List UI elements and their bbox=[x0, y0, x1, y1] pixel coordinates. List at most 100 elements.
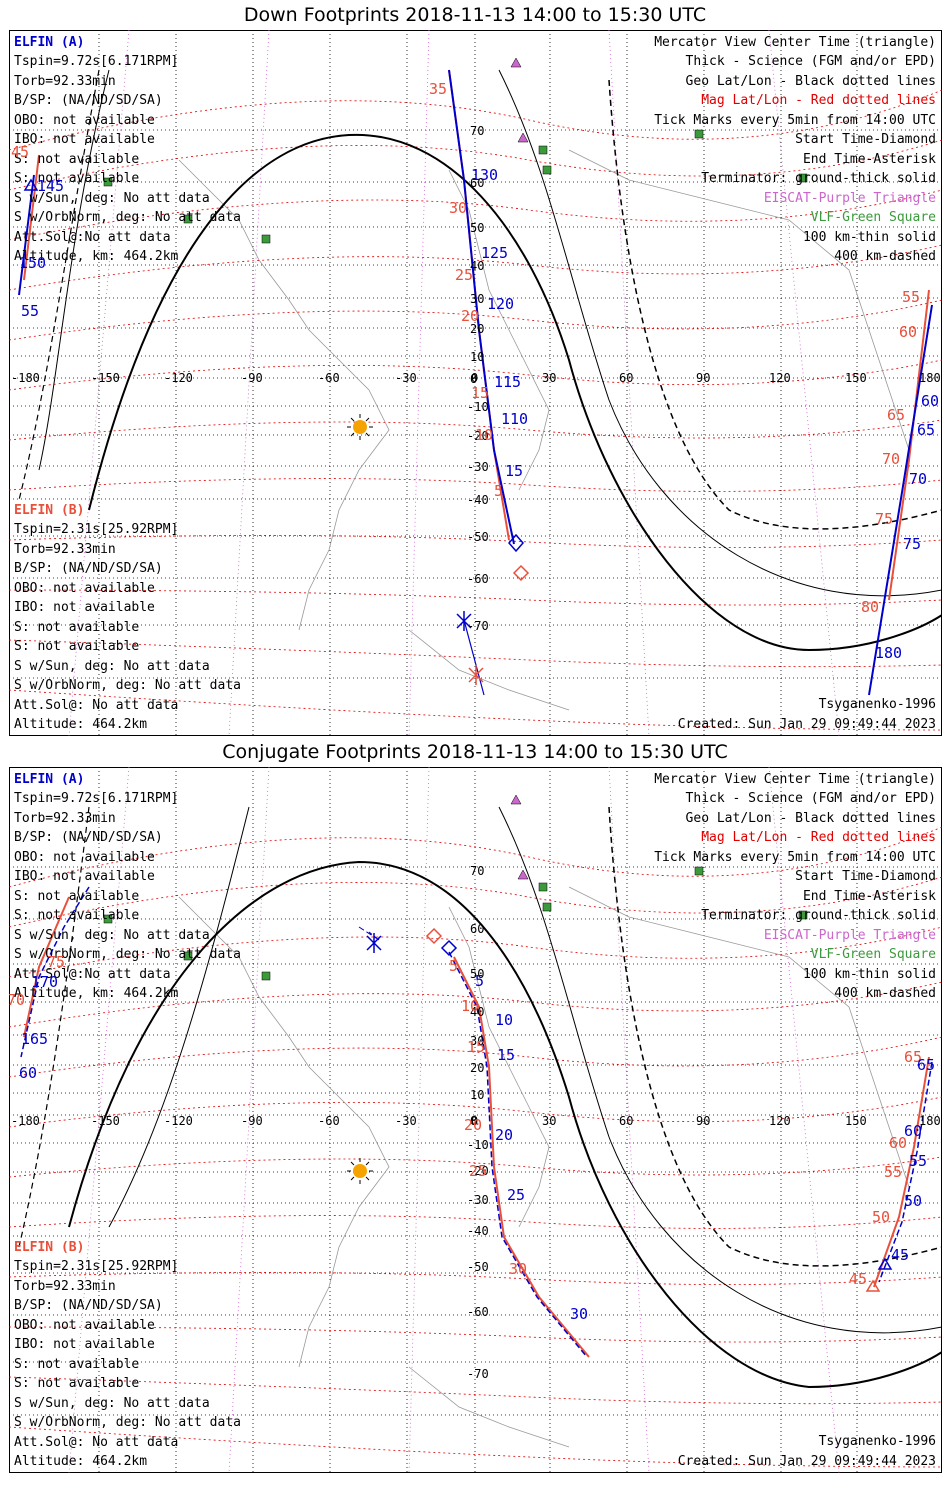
lon-label: -30 bbox=[395, 371, 417, 385]
legend-item: Terminator: ground-thick solid bbox=[701, 171, 936, 186]
mag-label: 80 bbox=[861, 598, 879, 616]
tick-label: 125 bbox=[481, 244, 508, 262]
legend-item: Geo Lat/Lon - Black dotted lines bbox=[686, 811, 936, 826]
mag-label: 35 bbox=[429, 80, 447, 98]
lat-label: 50 bbox=[470, 221, 484, 235]
lon-label: 150 bbox=[845, 371, 867, 385]
elfin-a-name: ELFIN (A) bbox=[14, 35, 84, 50]
start-end-markers bbox=[23, 178, 530, 685]
lat-label: 70 bbox=[470, 864, 484, 878]
lat-label: 70 bbox=[470, 124, 484, 138]
info-line: OBO: not available bbox=[14, 113, 155, 128]
elfin-b-name: ELFIN (B) bbox=[14, 1240, 84, 1255]
lat-label: 60 bbox=[470, 922, 484, 936]
elfin-a-track bbox=[20, 886, 933, 1358]
legend-item: 400 km-dashed bbox=[834, 986, 936, 1001]
tick-label: 145 bbox=[37, 177, 64, 195]
sun-icon bbox=[347, 414, 373, 440]
legend-item: Tick Marks every 5min from 14:00 UTC bbox=[654, 850, 936, 865]
info-line: OBO: not available bbox=[14, 850, 155, 865]
tick-label: 60 bbox=[19, 1064, 37, 1082]
legend-item: 100 km-thin solid bbox=[803, 230, 936, 245]
map-conjugate-footprints[interactable]: ELFIN (A) Tspin=9.72s[6.171RPM] Torb=92.… bbox=[9, 767, 942, 1473]
mag-label: 30 bbox=[509, 1260, 527, 1278]
mag-label: 25 bbox=[469, 1162, 487, 1180]
legend-item: VLF-Green Square bbox=[811, 947, 936, 962]
tick-label: 110 bbox=[501, 410, 528, 428]
lon-label: 180 bbox=[919, 1114, 941, 1128]
lon-label: 180 bbox=[919, 371, 941, 385]
vlf-stations bbox=[103, 866, 808, 981]
lon-label: -180 bbox=[11, 371, 40, 385]
info-line: OBO: not available bbox=[14, 1318, 155, 1333]
eiscat-stations bbox=[510, 794, 529, 880]
info-line: Tspin=2.31s[25.92RPM] bbox=[14, 522, 178, 537]
info-line: S w/Sun, deg: No att data bbox=[14, 191, 210, 206]
eiscat-stations bbox=[510, 57, 529, 143]
tick-label: 65 bbox=[917, 1056, 935, 1074]
legend-item: 100 km-thin solid bbox=[803, 967, 936, 982]
info-line: S w/OrbNorm, deg: No att data bbox=[14, 210, 241, 225]
mag-labels: 35 30 25 20 15 10 5 45 55 60 65 70 75 80 bbox=[11, 80, 920, 616]
tick-label: 15 bbox=[497, 1046, 515, 1064]
lat-label: -10 bbox=[467, 1138, 489, 1152]
tick-label: 120 bbox=[487, 295, 514, 313]
legend-item: End Time-Asterisk bbox=[803, 152, 936, 167]
map-frame bbox=[9, 30, 942, 736]
info-line: B/SP: (NA/ND/SD/SA) bbox=[14, 561, 163, 576]
start-end-markers bbox=[366, 927, 893, 1292]
lon-label: -30 bbox=[395, 1114, 417, 1128]
elfin-b-info: ELFIN (B) Tspin=2.31s[25.92RPM] Torb=92.… bbox=[14, 1240, 241, 1469]
legend-item: Mercator View Center Time (triangle) bbox=[654, 35, 936, 50]
mag-label: 60 bbox=[899, 323, 917, 341]
legend-item: Mag Lat/Lon - Red dotted lines bbox=[701, 830, 936, 845]
lat-label: -60 bbox=[467, 1305, 489, 1319]
lon-label: -60 bbox=[318, 371, 340, 385]
sun-icon bbox=[347, 1158, 373, 1184]
lon-label: -60 bbox=[318, 1114, 340, 1128]
map-legend: Mercator View Center Time (triangle) Thi… bbox=[654, 35, 936, 264]
mag-label: 10 bbox=[475, 426, 493, 444]
legend-item: Tick Marks every 5min from 14:00 UTC bbox=[654, 113, 936, 128]
lat-label: 20 bbox=[470, 322, 484, 336]
lon-labels: -180 -150 -120 -90 -60 -30 0 30 60 90 12… bbox=[11, 371, 941, 385]
lat-label: -50 bbox=[467, 1260, 489, 1274]
info-line: S w/Sun, deg: No att data bbox=[14, 659, 210, 674]
info-line: Altitude, km: 464.2km bbox=[14, 986, 179, 1001]
tick-label: 115 bbox=[494, 373, 521, 391]
info-line: S: not available bbox=[14, 171, 139, 186]
tick-label: 150 bbox=[19, 254, 46, 272]
map-down-footprints[interactable]: ELFIN (A) Tspin=9.72s[6.171RPM] Torb=92.… bbox=[9, 30, 942, 736]
created-label: Created: Sun Jan 29 09:49:44 2023 bbox=[678, 1454, 936, 1469]
mag-label: 20 bbox=[464, 1116, 482, 1134]
info-line: IBO: not available bbox=[14, 869, 155, 884]
info-line: S: not available bbox=[14, 152, 139, 167]
tick-label: 15 bbox=[505, 462, 523, 480]
geo-grid bbox=[9, 767, 942, 1473]
lat-label: -40 bbox=[467, 493, 489, 507]
mag-label: 45 bbox=[11, 143, 29, 161]
lon-label: -90 bbox=[241, 371, 263, 385]
legend-item: Mercator View Center Time (triangle) bbox=[654, 772, 936, 787]
tick-label: 75 bbox=[903, 535, 921, 553]
tick-label: 170 bbox=[31, 973, 58, 991]
tick-label: 180 bbox=[875, 644, 902, 662]
elfin-b-info: ELFIN (B) Tspin=2.31s[25.92RPM] Torb=92.… bbox=[14, 503, 241, 732]
info-line: Altitude, km: 464.2km bbox=[14, 249, 179, 264]
lon-label: 90 bbox=[696, 1114, 710, 1128]
lat-label: -70 bbox=[467, 1367, 489, 1381]
lon-label: 120 bbox=[769, 1114, 791, 1128]
info-line: B/SP: (NA/ND/SD/SA) bbox=[14, 830, 163, 845]
lon-label: -150 bbox=[91, 1114, 120, 1128]
info-line: Tspin=2.31s[25.92RPM] bbox=[14, 1259, 178, 1274]
lon-label: 90 bbox=[696, 371, 710, 385]
tick-label: 60 bbox=[921, 392, 939, 410]
lat-labels: 70 60 50 40 30 20 10 0 -10 -20 -30 -40 -… bbox=[467, 124, 489, 633]
lat-label: -50 bbox=[467, 530, 489, 544]
mag-label: 75 bbox=[875, 510, 893, 528]
lon-label: -150 bbox=[91, 371, 120, 385]
mag-label: 15 bbox=[467, 1038, 485, 1056]
lat-label: -30 bbox=[467, 1193, 489, 1207]
terminator bbox=[18, 69, 942, 652]
legend-item: VLF-Green Square bbox=[811, 210, 936, 225]
